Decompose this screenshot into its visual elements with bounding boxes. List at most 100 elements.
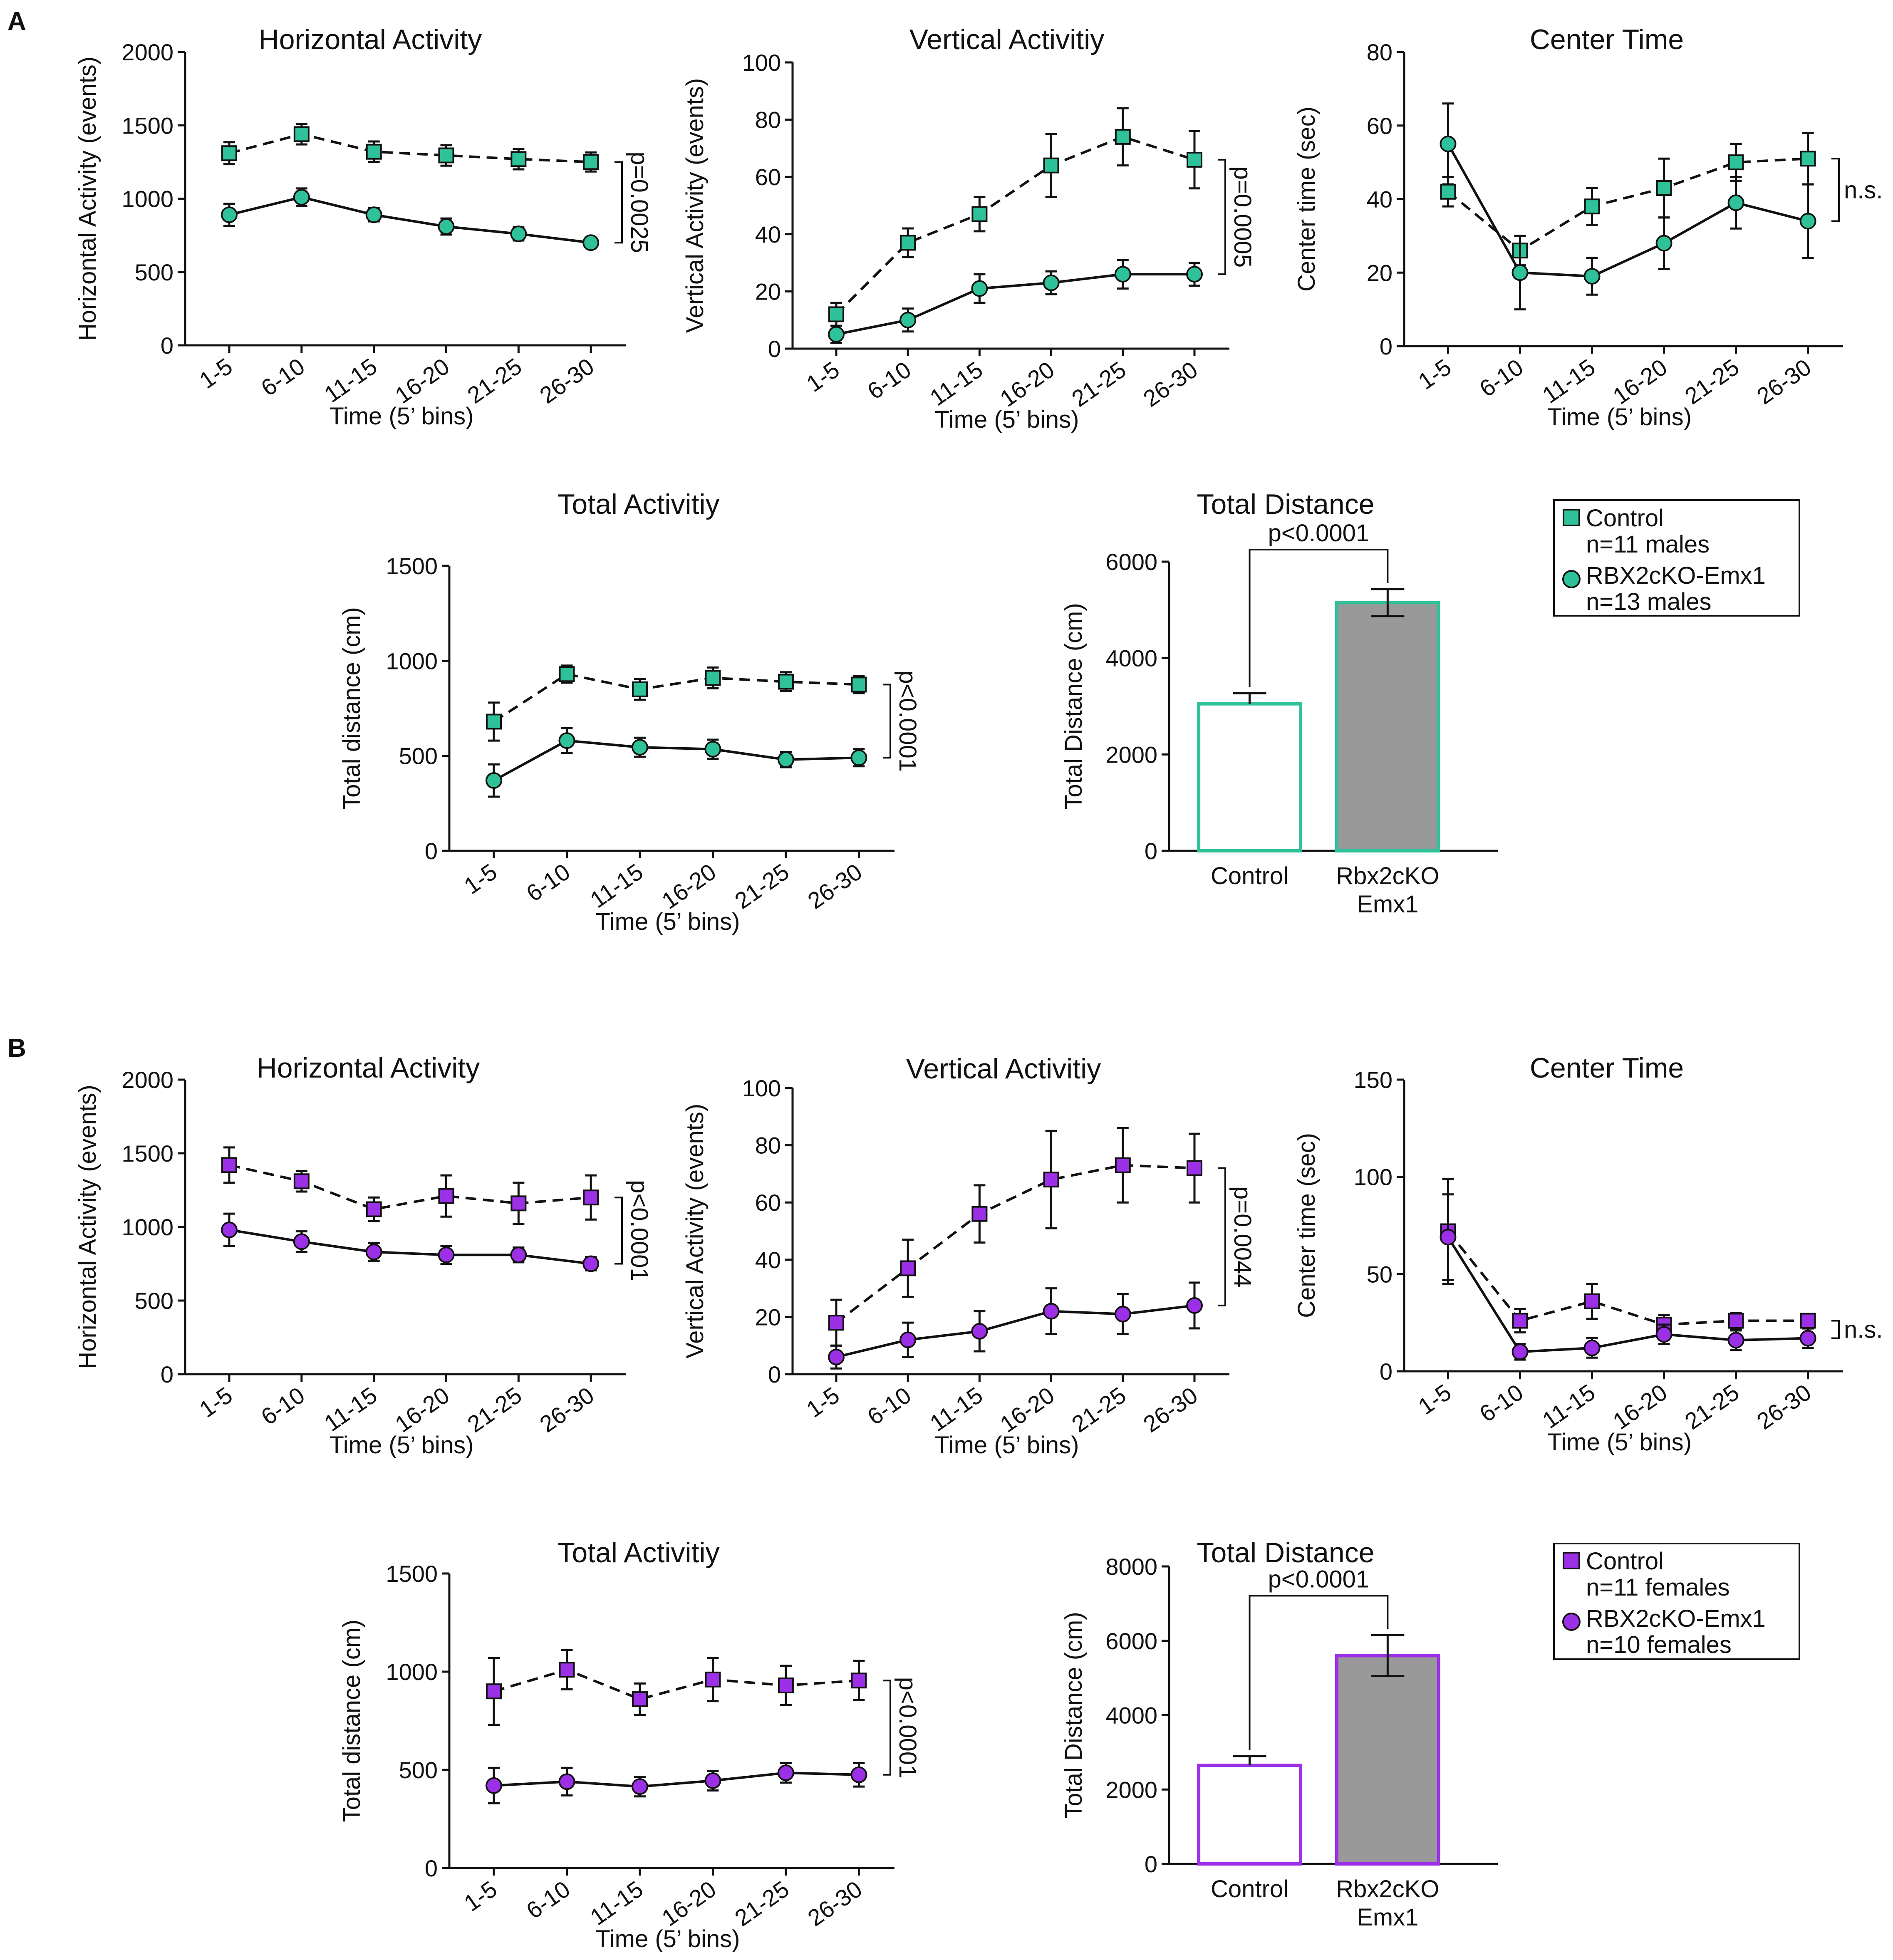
legend-panel-b: Control n=11 females RBX2cKO-Emx1 n=10 f… — [1553, 1543, 1800, 1660]
data-point-ko — [1727, 1332, 1744, 1349]
data-point-control — [1440, 183, 1456, 200]
y-tick-label: 1500 — [121, 1140, 173, 1167]
y-tick-label: 6000 — [1105, 1628, 1157, 1654]
x-tick-label: 6-10 — [256, 353, 310, 401]
series-line-control — [1447, 157, 1808, 252]
series-line-control — [229, 133, 591, 164]
y-tick-label: 0 — [161, 1361, 173, 1388]
data-point-ko — [293, 1233, 310, 1250]
data-point-ko — [1655, 1326, 1672, 1343]
data-point-ko — [1583, 268, 1601, 285]
x-tick-label: Rbx2cKO — [1336, 1876, 1439, 1903]
x-axis-label: Time (5’ bins) — [330, 403, 474, 430]
bar-control — [1197, 702, 1303, 853]
y-tick-label: 4000 — [1105, 645, 1157, 672]
y-axis-label: Horizontal Activity (events) — [74, 1085, 101, 1369]
data-point-ko — [1655, 235, 1672, 252]
data-point-control — [632, 681, 648, 697]
data-point-control — [583, 154, 599, 170]
chart-a-total-distance: Total Distance 0 2000 4000 6000 Total Distanc… — [1060, 488, 1498, 918]
x-tick-label: 21-25 — [1067, 356, 1130, 412]
y-tick-label: 2000 — [121, 39, 173, 65]
significance-bracket — [1831, 1320, 1840, 1339]
x-axis-label: Time (5’ bins) — [1547, 1429, 1692, 1456]
data-point-control — [221, 145, 237, 161]
y-tick-label: 20 — [755, 1304, 781, 1330]
y-axis-label: Center time (sec) — [1293, 1133, 1320, 1318]
panel-letter-a: A — [7, 7, 26, 36]
x-axis-label: Time (5’ bins) — [1547, 404, 1692, 431]
x-tick-label: 6-10 — [862, 356, 916, 404]
y-tick-label: 0 — [1145, 1851, 1157, 1877]
series-line-control — [835, 135, 1195, 315]
x-tick-label: 16-20 — [1608, 354, 1672, 409]
data-point-ko — [486, 772, 502, 789]
significance-bracket — [883, 1680, 891, 1776]
x-tick-label: 6-10 — [521, 858, 575, 907]
series-line-ko — [229, 1229, 591, 1265]
x-tick-label: 6-10 — [1474, 354, 1528, 402]
y-axis-label: Center time (sec) — [1293, 107, 1320, 292]
x-tick-label: 11-15 — [1537, 354, 1600, 408]
data-point-control — [486, 1683, 502, 1700]
data-point-control — [293, 1173, 310, 1189]
y-tick-label: 500 — [135, 259, 173, 285]
significance-bracket — [1218, 159, 1226, 275]
chart-title: Total Distance — [1197, 488, 1374, 520]
y-tick-label: 60 — [755, 164, 781, 190]
y-tick-label: 4000 — [1105, 1702, 1157, 1729]
y-tick-label: 80 — [755, 107, 781, 133]
significance-bracket — [614, 1197, 623, 1265]
data-point-control — [1584, 1293, 1600, 1309]
data-point-ko — [1043, 274, 1060, 291]
data-point-control — [510, 151, 527, 167]
y-tick-label: 1500 — [121, 112, 173, 139]
chart-b-center-time: Center Time 0 50 100 150 1-5 6-10 11-15 16-20 21-… — [1293, 1052, 1883, 1456]
data-point-control — [1800, 151, 1816, 167]
significance-bracket — [1831, 158, 1840, 222]
data-point-ko — [777, 751, 794, 768]
data-point-ko — [899, 1331, 917, 1348]
data-point-ko — [438, 218, 455, 235]
y-tick-label: 60 — [1367, 113, 1392, 139]
bar-ko — [1335, 1654, 1440, 1866]
series-line-ko — [493, 1772, 859, 1788]
data-point-ko — [1114, 266, 1131, 283]
legend-ko-label: RBX2cKO-Emx1 — [1586, 1605, 1766, 1632]
chart-b-total-activitiy: Total Activitiy 0 500 1000 1500 1-5 6-10 11-15 1… — [338, 1537, 921, 1953]
data-point-control — [971, 206, 988, 222]
x-tick-label: 26-30 — [1138, 1382, 1202, 1437]
data-point-ko — [704, 741, 721, 758]
legend-control-n: n=11 males — [1586, 531, 1710, 558]
data-point-control — [366, 1201, 382, 1217]
chart-title: Horizontal Activity — [257, 1052, 480, 1084]
y-tick-label: 150 — [1354, 1067, 1392, 1093]
data-point-control — [438, 147, 454, 164]
x-axis-label: Time (5’ bins) — [330, 1432, 474, 1459]
data-point-ko — [1043, 1303, 1060, 1320]
significance-label: n.s. — [1844, 1316, 1883, 1343]
data-point-ko — [558, 1773, 575, 1790]
data-point-control — [900, 235, 916, 251]
data-point-ko — [971, 1323, 988, 1340]
data-point-ko — [582, 234, 600, 251]
data-point-control — [851, 1673, 867, 1689]
x-tick-label: 6-10 — [256, 1382, 310, 1430]
data-point-control — [828, 306, 844, 322]
x-tick-label: 26-30 — [1752, 1379, 1816, 1435]
p-value-label: p<0.0001 — [626, 1180, 653, 1281]
data-point-ko — [1511, 1343, 1529, 1360]
data-point-ko — [1511, 264, 1529, 281]
series-line-ko — [1447, 143, 1809, 278]
p-value-label: p<0.0001 — [894, 1677, 921, 1779]
data-point-ko — [777, 1764, 794, 1782]
y-tick-label: 100 — [742, 1075, 781, 1101]
panel-letter-b: B — [7, 1034, 26, 1063]
y-axis-label: Total Distance (cm) — [1060, 603, 1087, 809]
y-tick-label: 1000 — [386, 648, 438, 674]
data-point-ko — [1799, 1330, 1816, 1347]
data-point-ko — [1799, 213, 1816, 230]
chart-a-total-activitiy: Total Activitiy 0 500 1000 1500 1-5 6-10 11-15 1… — [338, 488, 921, 935]
y-axis-label: Vertical Activity (events) — [681, 1104, 709, 1358]
